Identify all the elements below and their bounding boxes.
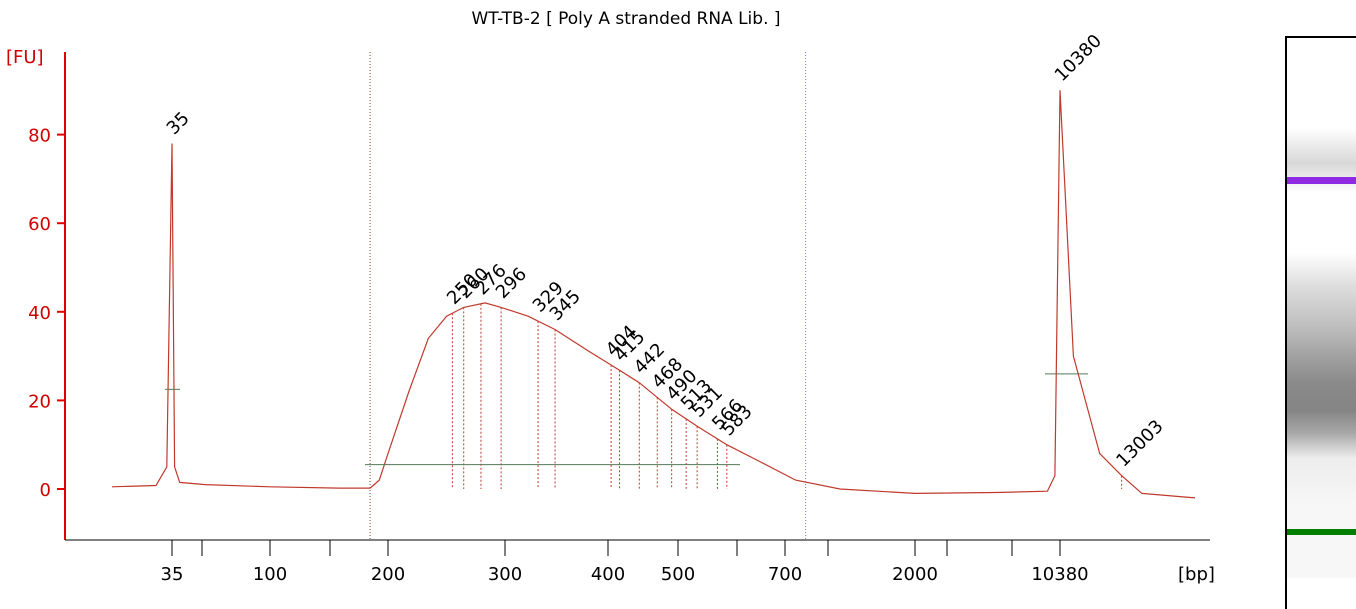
peak-label: 10380 <box>1051 30 1106 85</box>
peak-label: 35 <box>163 108 194 139</box>
y-tick-label: 60 <box>28 214 51 235</box>
chart-title: WT-TB-2 [ Poly A stranded RNA Lib. ] <box>471 9 780 29</box>
peak-label: 13003 <box>1112 416 1167 471</box>
y-tick-label: 80 <box>28 126 51 147</box>
chart-marks <box>111 52 1196 540</box>
x-tick-label: 2000 <box>892 564 938 585</box>
x-tick-label: 400 <box>591 564 625 585</box>
y-tick-label: 0 <box>40 480 51 501</box>
gel-image-panel <box>1285 36 1356 609</box>
upper-marker-band <box>1287 177 1356 184</box>
axes: 0 20 40 60 80 35 100 200 300 400 500 700 2000 10380 <box>28 52 1210 585</box>
peak-labels: 3510380250260276296329345404415442468490… <box>163 30 1168 471</box>
y-tick-label: 20 <box>28 391 51 412</box>
x-tick-label: 35 <box>161 564 184 585</box>
x-axis-label: [bp] <box>1178 564 1215 585</box>
electropherogram-chart: WT-TB-2 [ Poly A stranded RNA Lib. ] [FU… <box>6 9 1215 585</box>
trace-line <box>111 90 1196 499</box>
x-tick-label: 500 <box>661 564 695 585</box>
x-tick-label: 10380 <box>1031 564 1088 585</box>
x-tick-label: 100 <box>253 564 287 585</box>
x-tick-label: 200 <box>371 564 405 585</box>
gel-lane-bottom <box>1287 578 1356 609</box>
gel-lane <box>1287 38 1356 578</box>
lower-marker-band <box>1287 529 1356 535</box>
y-axis-label: [FU] <box>6 47 44 68</box>
x-tick-label: 700 <box>768 564 802 585</box>
x-tick-label: 300 <box>488 564 522 585</box>
y-tick-label: 40 <box>28 303 51 324</box>
